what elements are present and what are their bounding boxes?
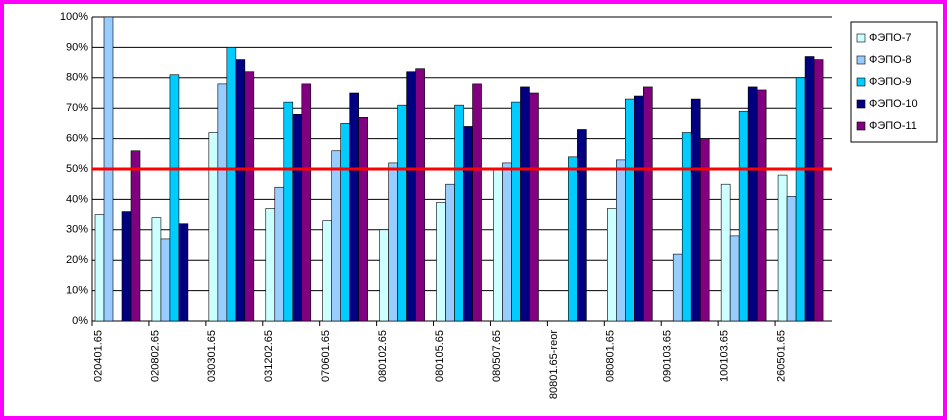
legend-swatch [856,55,866,65]
x-tick-label: 80801.65-reor [548,330,560,399]
y-tick-label: 100% [60,11,88,23]
bar [322,220,332,322]
bar [292,113,303,322]
chart: 0% 10% 20% 30% 40% 50% 60% 70% 80% 90% 100% 020401.… [60,11,938,399]
bar [301,83,312,322]
bar [445,183,455,322]
bar [738,110,749,322]
legend-label: ФЭПО-7 [869,32,912,44]
bar [672,253,683,322]
bar [756,89,767,322]
bar [397,104,407,322]
bar [813,59,824,322]
x-tick-label: 080102.65 [377,330,389,382]
bar [283,101,294,322]
bar [244,71,255,322]
x-tick-label: 030301.65 [206,330,218,382]
y-tick-label: 20% [66,254,88,266]
bar [729,235,740,322]
bar [406,71,416,322]
bar [121,211,132,322]
legend-swatch [856,99,866,109]
bar [472,83,482,322]
bar [568,156,578,322]
bar [786,196,797,322]
bar [94,214,105,322]
legend-swatch [856,33,866,43]
legend-box [850,21,938,143]
bar [349,92,359,322]
x-tick-label: 070601.65 [320,330,332,382]
bar [235,59,246,322]
legend-label: ФЭПО-10 [869,98,918,110]
bar [340,123,350,322]
bar [331,150,341,322]
bar [151,217,162,322]
x-tick-label: 260501.65 [775,330,787,382]
bar [634,95,644,322]
x-tick-label: 020401.65 [92,330,104,382]
y-tick-label: 80% [66,72,88,84]
bar [274,186,285,322]
bar [625,98,635,322]
bar [358,117,368,322]
bar [747,86,758,322]
legend-swatch [856,121,866,131]
bar [720,183,731,322]
bar [804,56,815,322]
bar [265,208,276,322]
bar [795,77,806,322]
bar [463,126,473,322]
y-tick-label: 50% [66,163,88,175]
bar [415,68,425,322]
bar [178,223,189,322]
bar [616,159,626,322]
bar [699,138,710,322]
x-tick-label: 080801.65 [605,330,617,382]
bar [160,238,171,322]
legend-label: ФЭПО-8 [869,54,912,66]
bar [577,129,587,322]
bar [130,150,141,322]
bar [388,162,398,322]
y-tick-label: 30% [66,224,88,236]
bar [690,98,701,322]
legend-label: ФЭПО-9 [869,76,912,88]
x-tick-label: 080507.65 [491,330,503,382]
bar [502,162,512,322]
bar [777,174,788,322]
bar [520,86,530,322]
bar [217,83,228,322]
x-tick-label: 100103.65 [719,330,731,382]
bar [493,168,503,322]
bar [379,229,389,322]
bar [681,132,692,322]
legend-swatch [856,77,866,87]
y-tick-label: 70% [66,102,88,114]
x-tick-label: 031202.65 [263,330,275,382]
bar [529,92,539,322]
x-tick-label: 020802.65 [149,330,161,382]
bar [643,86,653,322]
y-tick-label: 0% [72,315,88,327]
legend-label: ФЭПО-11 [869,120,917,132]
x-tick-label: 080105.65 [434,330,446,382]
bar [454,104,464,322]
bar [169,74,180,322]
bar [511,101,521,322]
bar [208,132,219,322]
bar [436,202,446,322]
y-tick-label: 10% [66,285,88,297]
y-tick-label: 60% [66,133,88,145]
bar [226,47,237,322]
x-tick-label: 090103.65 [662,330,674,382]
y-tick-label: 40% [66,193,88,205]
bar [607,208,617,322]
y-tick-label: 90% [66,41,88,53]
